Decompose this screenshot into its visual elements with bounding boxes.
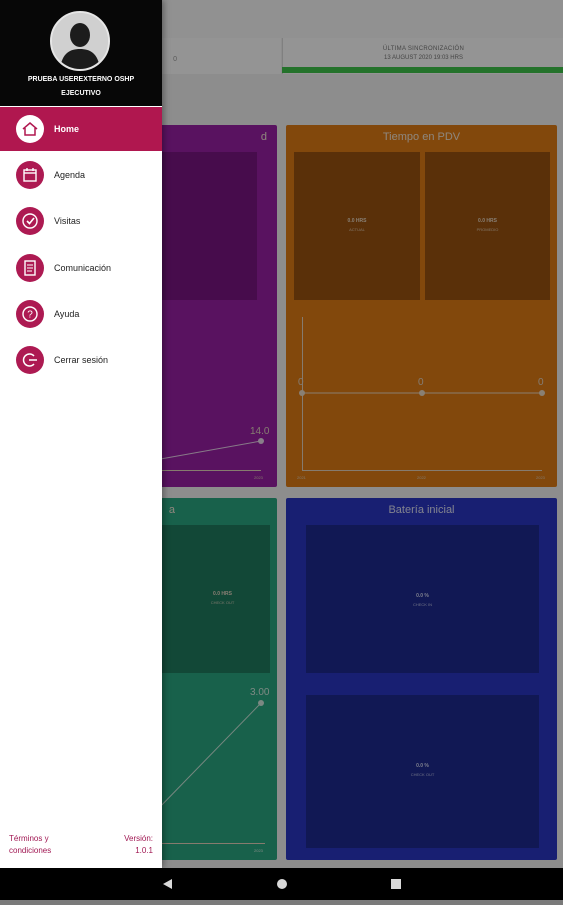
blue-tile-checkout-value: 0.0 % [416, 763, 429, 769]
purple-card-title: d [260, 131, 267, 143]
orange-tile-promedio: 0.0 HRS PROMEDIO [425, 152, 550, 300]
blue-card[interactable]: Batería inicial 0.0 % CHECK IN 0.0 % CHE… [286, 498, 557, 860]
menu-item-label: Agenda [54, 170, 86, 180]
dashboard-background: 0 ÚLTIMA SINCRONIZACIÓN 13 AUGUST 2020 1… [0, 0, 563, 868]
orange-tile-promedio-value: 0.0 HRS [478, 218, 497, 224]
last-sync-datetime: 13 AUGUST 2020 19:03 HRS [384, 55, 463, 61]
blue-tile-checkin-label: CHECK IN [412, 602, 433, 607]
orange-tile-actual-value: 0.0 HRS [347, 218, 367, 224]
sync-left-text: 0 [173, 56, 177, 63]
home-button[interactable] [262, 868, 302, 900]
orange-point-label: 0 [538, 377, 544, 388]
teal-tick-label: 2023 [254, 848, 263, 853]
menu-item-label: Home [54, 124, 80, 134]
orange-tile-actual-label: ACTUAL [349, 227, 365, 232]
svg-text:?: ? [27, 310, 33, 321]
navigation-drawer: PRUEBA USEREXTERNO OSHP EJECUTIVO Home A… [0, 0, 162, 868]
purple-data-point [258, 438, 264, 444]
teal-data-point [258, 700, 264, 706]
menu-item-cerrar-sesion[interactable]: Cerrar sesión [0, 338, 162, 382]
version-value: 1.0.1 [135, 846, 153, 855]
orange-tick-label: 2021 [297, 475, 306, 480]
teal-point-label: 3.00 [250, 687, 270, 698]
recents-button[interactable] [376, 868, 416, 900]
version-label: Versión: [124, 834, 153, 843]
help-icon: ? [16, 300, 44, 328]
blue-tile-checkout-label: CHECK OUT [410, 772, 435, 777]
blue-tile-checkin: 0.0 % CHECK IN [306, 525, 539, 673]
blue-tile-checkin-value: 0.0 % [416, 593, 429, 599]
blue-tile-checkout: 0.0 % CHECK OUT [306, 695, 539, 848]
orange-data-point [299, 390, 305, 396]
document-icon [16, 254, 44, 282]
blue-card-title: Batería inicial [388, 504, 455, 516]
orange-data-point [539, 390, 545, 396]
teal-tile-checkout: 0.0 HRS CHECK OUT [155, 525, 270, 673]
menu-item-ayuda[interactable]: ? Ayuda [0, 292, 162, 336]
check-circle-icon [16, 207, 44, 235]
home-circle-icon [277, 879, 287, 889]
avatar [50, 11, 110, 71]
menu-item-label: Visitas [54, 216, 81, 226]
orange-card-title: Tiempo en PDV [382, 131, 461, 143]
last-sync-title: ÚLTIMA SINCRONIZACIÓN [382, 46, 465, 52]
orange-point-label: 0 [298, 377, 304, 388]
menu-item-label: Comunicación [54, 263, 112, 273]
logout-icon [16, 346, 44, 374]
orange-line-chart [299, 390, 545, 396]
teal-tile-label: CHECK OUT [210, 600, 235, 605]
teal-tile-value: 0.0 HRS [213, 591, 232, 597]
teal-line-chart [154, 700, 264, 813]
terms-line-2: condiciones [9, 846, 52, 855]
menu-item-visitas[interactable]: Visitas [0, 199, 162, 243]
terms-line-1: Términos y [9, 834, 49, 843]
orange-tick-label: 2023 [536, 475, 545, 480]
terms-link[interactable]: Términos y condiciones [9, 833, 51, 857]
orange-tile-actual: 0.0 HRS ACTUAL [294, 152, 420, 300]
orange-tile-promedio-label: PROMEDIO [476, 227, 499, 232]
orange-point-label: 0 [418, 377, 424, 388]
purple-tile [155, 152, 257, 300]
purple-tick-label: 2023 [254, 475, 263, 480]
orange-tick-label: 2022 [417, 475, 426, 480]
purple-card[interactable]: d 14.0 2023 [140, 125, 277, 487]
back-triangle-icon [163, 879, 172, 889]
system-navigation-bar [0, 868, 563, 900]
home-icon [16, 115, 44, 143]
menu-item-agenda[interactable]: Agenda [0, 153, 162, 197]
recents-square-icon [391, 879, 401, 889]
user-avatar-icon [52, 13, 108, 69]
menu-item-home[interactable]: Home [0, 107, 162, 151]
teal-x-axis [155, 843, 265, 844]
calendar-icon [16, 161, 44, 189]
back-button[interactable] [147, 868, 187, 900]
purple-point-label: 14.0 [250, 426, 270, 437]
purple-x-axis [155, 470, 261, 471]
version-info: Versión: 1.0.1 [124, 833, 153, 857]
orange-card[interactable]: Tiempo en PDV 0.0 HRS ACTUAL 0.0 HRS PRO… [286, 125, 557, 487]
user-name: PRUEBA USEREXTERNO OSHP [27, 76, 135, 83]
menu-item-comunicacion[interactable]: Comunicación [0, 246, 162, 290]
user-role: EJECUTIVO [61, 90, 101, 97]
menu-item-label: Cerrar sesión [54, 355, 109, 365]
menu-item-label: Ayuda [54, 309, 80, 319]
sync-progress-bar [282, 67, 563, 73]
teal-card[interactable]: a 0.0 HRS CHECK OUT 3.00 2023 [140, 498, 277, 860]
orange-data-point [419, 390, 425, 396]
orange-x-axis [302, 470, 542, 471]
teal-card-title: a [168, 504, 175, 516]
purple-line-chart [154, 438, 264, 461]
drawer-header: PRUEBA USEREXTERNO OSHP EJECUTIVO [0, 0, 162, 106]
